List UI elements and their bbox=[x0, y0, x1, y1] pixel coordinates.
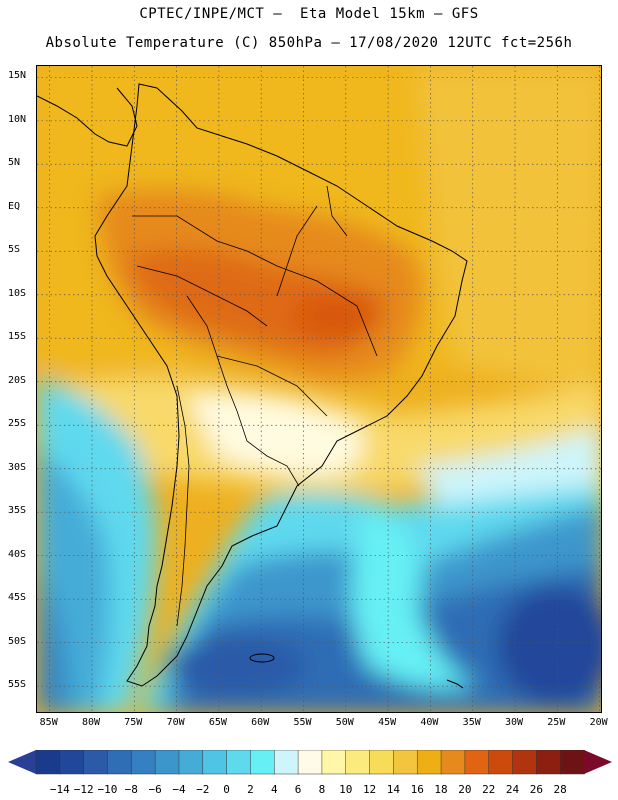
lon-label-65w: 65W bbox=[208, 717, 227, 728]
colorbar-tick-label: 0 bbox=[223, 783, 230, 796]
lat-label-55s: 55S bbox=[8, 679, 27, 691]
colorbar-swatch bbox=[345, 750, 371, 775]
temperature-map bbox=[36, 65, 602, 713]
lat-label-5n: 5N bbox=[8, 157, 21, 169]
colorbar-swatch bbox=[440, 750, 466, 775]
colorbar-tick-label: −6 bbox=[148, 783, 162, 796]
coastline-south-america bbox=[94, 83, 468, 687]
colorbar-tick-label: 16 bbox=[410, 783, 424, 796]
colorbar-swatch bbox=[59, 750, 85, 775]
colorbar-tick-label: 20 bbox=[458, 783, 472, 796]
lat-label-15s: 15S bbox=[8, 331, 27, 343]
colorbar-swatch bbox=[178, 750, 204, 775]
colorbar-swatch bbox=[536, 750, 561, 775]
colorbar-high-arrow bbox=[584, 750, 612, 774]
colorbar-swatch bbox=[512, 750, 538, 775]
lon-label-25w: 25W bbox=[547, 717, 566, 728]
colorbar-tick-label: −2 bbox=[196, 783, 210, 796]
lon-label-45w: 45W bbox=[378, 717, 397, 728]
colorbar-tick-label: 12 bbox=[362, 783, 377, 796]
colorbar-swatch bbox=[369, 750, 395, 775]
lon-label-80w: 80W bbox=[81, 717, 101, 728]
lon-label-20w: 20W bbox=[589, 717, 608, 728]
colorbar-swatch bbox=[154, 750, 180, 775]
colorbar-swatch bbox=[83, 750, 109, 775]
colorbar-tick-label: −10 bbox=[97, 783, 118, 796]
colorbar-tick-label: 2 bbox=[247, 783, 254, 796]
lat-label-25s: 25S bbox=[8, 418, 27, 430]
colorbar-swatch bbox=[274, 750, 299, 775]
colorbar-tick-label: −14 bbox=[49, 783, 70, 796]
colorbar-swatch bbox=[202, 750, 228, 775]
lon-label-35w: 35W bbox=[462, 717, 481, 728]
lat-label-35s: 35S bbox=[8, 505, 27, 517]
lon-label-70w: 70W bbox=[166, 717, 185, 728]
lat-label-10n: 10N bbox=[8, 113, 27, 125]
colorbar-swatch bbox=[250, 750, 276, 775]
coastline-falklands bbox=[249, 653, 275, 663]
colorbar-low-arrow bbox=[8, 750, 36, 774]
lat-label-40s: 40S bbox=[8, 548, 27, 560]
lon-label-60w: 60W bbox=[251, 717, 270, 728]
colorbar-tick-label: 24 bbox=[505, 783, 520, 796]
lon-label-50w: 50W bbox=[335, 717, 354, 728]
lat-label-20s: 20S bbox=[8, 374, 27, 386]
lat-label-45s: 45S bbox=[8, 592, 27, 604]
colorbar-swatch bbox=[488, 750, 514, 775]
colorbar-tick-label: 28 bbox=[553, 783, 567, 796]
country-borders bbox=[132, 185, 378, 627]
lat-label-10s: 10S bbox=[8, 287, 27, 299]
lon-label-85w: 85W bbox=[39, 717, 58, 728]
lon-label-40w: 40W bbox=[420, 717, 439, 728]
colorbar-swatch bbox=[107, 750, 133, 775]
colorbar-swatch bbox=[393, 750, 418, 775]
lat-label-eq: EQ bbox=[8, 200, 21, 212]
colorbar-tick-label: 22 bbox=[482, 783, 496, 796]
lat-label-50s: 50S bbox=[8, 635, 27, 647]
colorbar-tick-label: 4 bbox=[270, 783, 278, 796]
colorbar-tick-label: 8 bbox=[318, 783, 326, 796]
colorbar-tick-label: −8 bbox=[124, 783, 138, 796]
colorbar-tick-label: 10 bbox=[339, 783, 353, 796]
lon-label-30w: 30W bbox=[504, 717, 524, 728]
colorbar-swatch bbox=[226, 750, 252, 775]
title-model: CPTEC/INPE/MCT – Eta Model 15km – GFS bbox=[139, 6, 479, 22]
colorbar-tick-label: 26 bbox=[529, 783, 543, 796]
lat-label-15n: 15N bbox=[8, 70, 27, 82]
colorbar-tick-label: 18 bbox=[434, 783, 448, 796]
colorbar-tick-label: 6 bbox=[294, 783, 302, 796]
colorbar-swatch bbox=[297, 750, 323, 775]
colorbar bbox=[8, 750, 612, 775]
title-variable: Absolute Temperature (C) 850hPa – 17/08/… bbox=[45, 35, 573, 51]
colorbar-swatch bbox=[559, 750, 585, 775]
colorbar-swatch bbox=[35, 750, 61, 775]
colorbar-swatch bbox=[416, 750, 442, 775]
colorbar-swatch bbox=[321, 750, 347, 775]
lon-label-75w: 75W bbox=[124, 717, 143, 728]
colorbar-tick-label: 14 bbox=[386, 783, 401, 796]
map-canvas bbox=[37, 66, 601, 712]
lat-label-5s: 5S bbox=[8, 244, 21, 256]
colorbar-swatch bbox=[464, 750, 490, 775]
graticule bbox=[37, 66, 601, 712]
colorbar-tick-label: −12 bbox=[73, 783, 94, 796]
coastline-central-america bbox=[37, 87, 138, 147]
lat-label-30s: 30S bbox=[8, 461, 27, 473]
temperature-field bbox=[37, 66, 601, 712]
colorbar-tick-label: −4 bbox=[172, 783, 186, 796]
lon-label-55w: 55W bbox=[293, 717, 312, 728]
colorbar-swatch bbox=[131, 750, 156, 775]
coastline-south-georgia bbox=[446, 679, 464, 689]
